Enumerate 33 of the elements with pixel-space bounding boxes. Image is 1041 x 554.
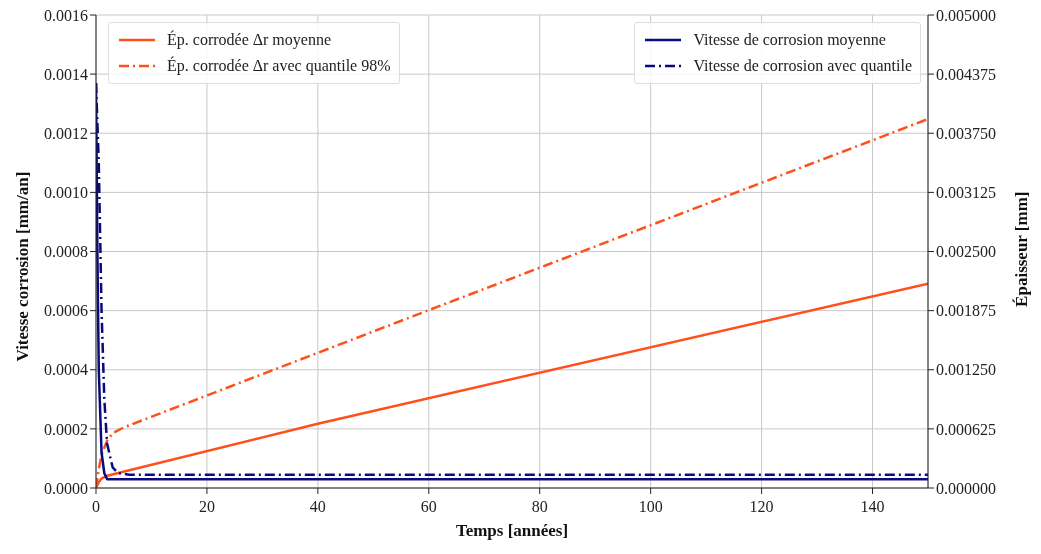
y2-tick-label: 0.002500 [936, 243, 996, 261]
y-axis-title: Vitesse corrosion [mm/an] [13, 171, 33, 362]
y2-tick-label: 0.003750 [936, 124, 996, 142]
y-tick-label: 0.0010 [44, 184, 88, 202]
y-tick-label: 0.0004 [44, 361, 88, 379]
y-tick-label: 0.0008 [44, 243, 88, 261]
y2-tick-label: 0.000000 [936, 479, 996, 497]
x-tick-label: 80 [531, 498, 548, 515]
x-tick-label: 100 [638, 498, 663, 515]
x-tick-label: 140 [860, 498, 885, 515]
x-tick-label: 20 [198, 498, 215, 515]
y-tick-label: 0.0014 [44, 65, 88, 83]
y2-tick-label: 0.001250 [936, 361, 996, 379]
x-tick-label: 40 [309, 498, 326, 515]
legend-label: Vitesse de corrosion avec quantile [693, 56, 912, 77]
y2-tick-label: 0.003125 [936, 184, 996, 202]
y-tick-label: 0.0006 [44, 302, 88, 320]
y-tick-label: 0.0000 [44, 479, 88, 497]
y-tick-label: 0.0002 [44, 420, 88, 438]
y2-tick-label: 0.000625 [936, 420, 996, 438]
x-tick-label: 0 [92, 498, 100, 515]
y2-tick-label: 0.001875 [936, 302, 996, 320]
y-tick-label: 0.0012 [44, 124, 88, 142]
x-axis-title: Temps [années] [455, 521, 569, 540]
y2-axis-title: Épaisseur [mm] [1012, 191, 1032, 307]
legend-label: Vitesse de corrosion moyenne [693, 30, 886, 51]
y2-tick-label: 0.005000 [936, 6, 996, 24]
x-tick-label: 60 [420, 498, 437, 515]
y-tick-label: 0.0016 [44, 6, 88, 24]
x-tick-label: 120 [749, 498, 774, 515]
legend-label: Ép. corrodée Δr avec quantile 98% [167, 55, 391, 77]
legend-label: Ép. corrodée Δr moyenne [167, 29, 331, 51]
y2-tick-label: 0.004375 [936, 65, 996, 83]
